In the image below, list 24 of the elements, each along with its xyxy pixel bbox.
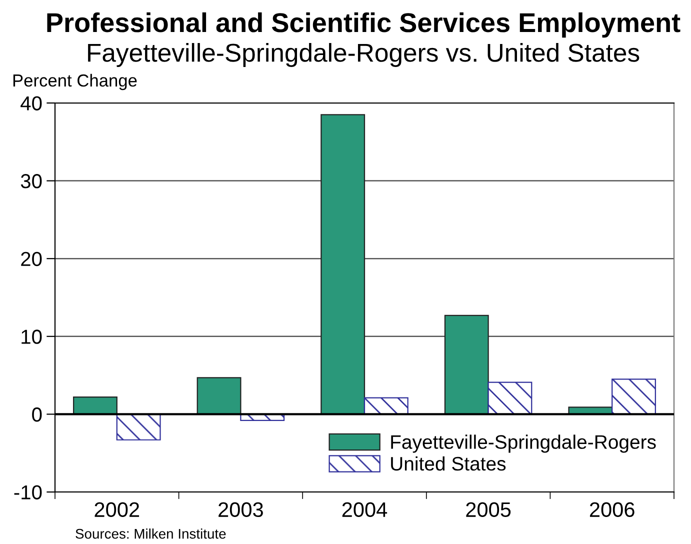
bar (612, 378, 656, 415)
source-note: Sources: Milken Institute (76, 528, 226, 539)
chart-subtitle: Fayetteville-Springdale-Rogers vs. United States (88, 43, 640, 67)
bar (73, 396, 118, 415)
y-tick-label: 20 (21, 252, 42, 266)
bar (196, 377, 242, 415)
bar (320, 114, 366, 415)
x-tick-label: 2003 (218, 502, 263, 518)
chart-title: Professional and Scientific Services Employment (47, 12, 680, 38)
y-axis-title: Percent Change (13, 74, 137, 90)
bar (116, 414, 161, 440)
y-tick-label: 0 (32, 407, 42, 422)
x-tick-label: 2002 (94, 502, 140, 518)
legend-label: Fayetteville-Springdale-Rogers (391, 434, 656, 453)
x-tick-label: 2004 (342, 502, 388, 518)
x-tick-label: 2005 (466, 502, 511, 518)
bar (488, 382, 532, 415)
legend-label: United States (391, 456, 506, 471)
y-tick-label: 10 (22, 330, 42, 344)
bar (444, 314, 489, 415)
y-tick-label: -10 (14, 485, 42, 500)
x-tick-label: 2006 (590, 502, 634, 518)
y-tick-label: 40 (20, 96, 42, 110)
y-tick-label: 30 (20, 174, 42, 188)
